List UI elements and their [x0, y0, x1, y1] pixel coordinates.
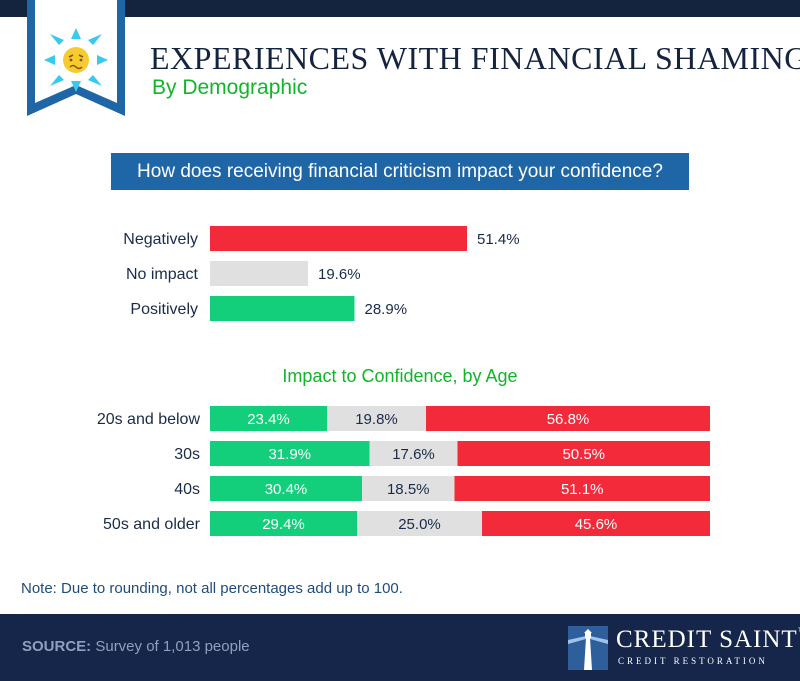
bar-value-label: 51.4% [477, 231, 520, 248]
footer: SOURCE: Survey of 1,013 people CREDIT SA… [0, 614, 800, 681]
stack-value-label: 45.6% [575, 516, 618, 533]
stack-segment [210, 441, 370, 466]
rounding-note: Note: Due to rounding, not all percentag… [21, 580, 403, 597]
stack-category-label: 20s and below [97, 411, 201, 428]
stack-segment [357, 511, 482, 536]
page-subtitle: By Demographic [152, 76, 308, 99]
brand-tagline: CREDIT RESTORATION [618, 656, 768, 666]
header-ribbon [27, 0, 125, 116]
stack-value-label: 23.4% [247, 411, 290, 428]
stack-segment [482, 511, 710, 536]
stack-category-label: 50s and older [103, 516, 201, 533]
bar-value-label: 28.9% [365, 301, 408, 318]
bar-category-label: Negatively [123, 231, 198, 248]
top-band [0, 0, 800, 17]
stack-value-label: 18.5% [387, 481, 430, 498]
page-title: EXPERIENCES WITH FINANCIAL SHAMING [150, 40, 800, 76]
stack-value-label: 51.1% [561, 481, 604, 498]
stack-segment [369, 441, 458, 466]
brand-logo: CREDIT SAINT™ CREDIT RESTORATION [568, 624, 800, 672]
stack-value-label: 30.4% [265, 481, 308, 498]
lighthouse-icon [568, 626, 608, 670]
stack-segment [362, 476, 455, 501]
bar-category-label: Positively [130, 301, 198, 318]
bar-value-label: 19.6% [318, 266, 361, 283]
bar-category-label: No impact [126, 266, 199, 283]
stack-value-label: 56.8% [547, 411, 590, 428]
stack-value-label: 29.4% [262, 516, 305, 533]
stack-category-label: 40s [174, 481, 200, 498]
bar [210, 296, 355, 321]
distressed-face-icon [44, 28, 108, 92]
stack-category-label: 30s [174, 446, 200, 463]
source-text: SOURCE: Survey of 1,013 people [22, 638, 250, 655]
stack-segment [210, 476, 362, 501]
stack-value-label: 17.6% [392, 446, 435, 463]
source-value: Survey of 1,013 people [95, 638, 250, 655]
bar [210, 261, 308, 286]
source-label: SOURCE: [22, 638, 92, 655]
brand-name: CREDIT SAINT™ [616, 626, 800, 653]
stack-segment [454, 476, 710, 501]
stack-segment [327, 406, 426, 431]
age-chart-title: Impact to Confidence, by Age [282, 366, 518, 386]
confidence-impact-chart: Negatively 51.4% No impact 19.6% Positively 2… [123, 226, 520, 321]
stack-value-label: 19.8% [355, 411, 398, 428]
age-impact-chart: 20s and below 23.4% 19.8% 56.8% 30s 31.9% 17.6… [97, 406, 710, 536]
stack-segment [210, 511, 357, 536]
stack-segment [426, 406, 710, 431]
stack-segment [457, 441, 710, 466]
stack-value-label: 25.0% [398, 516, 441, 533]
question-banner: How does receiving financial criticism i… [111, 153, 689, 190]
bar [210, 226, 467, 251]
stack-value-label: 50.5% [562, 446, 605, 463]
stack-value-label: 31.9% [268, 446, 311, 463]
stack-segment [210, 406, 327, 431]
